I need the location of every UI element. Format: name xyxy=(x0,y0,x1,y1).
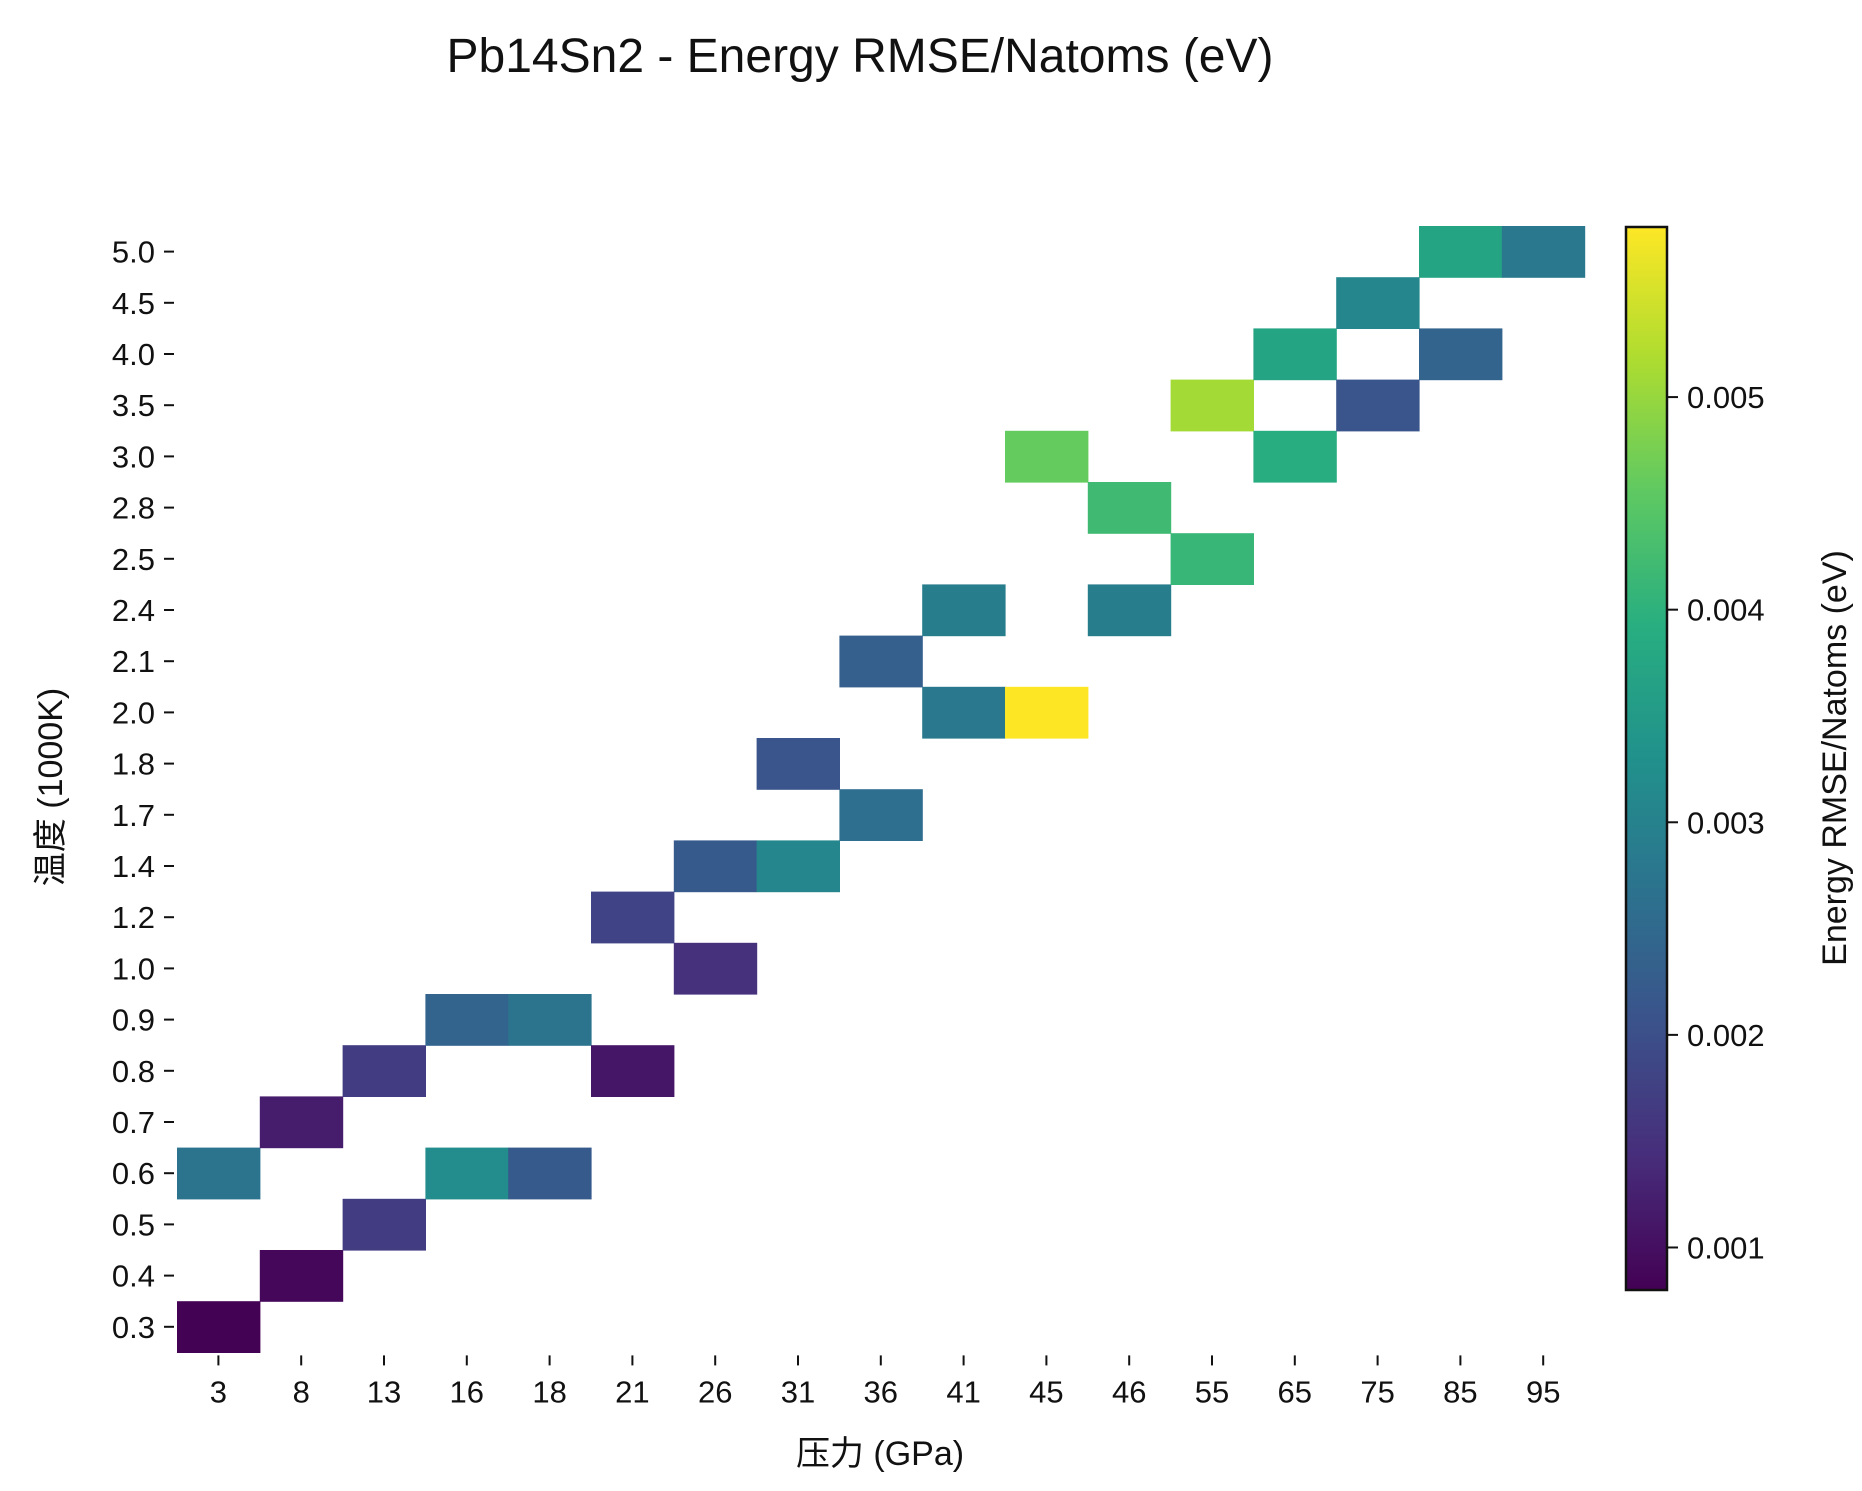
heatmap-cell xyxy=(1336,277,1420,329)
heatmap-cell xyxy=(1419,226,1503,278)
heatmap-cell xyxy=(1253,430,1337,483)
heatmap-cell xyxy=(1005,686,1089,739)
heatmap-cell xyxy=(342,1045,426,1097)
colorbar-label: Energy RMSE/Natoms (eV) xyxy=(1816,550,1854,966)
heatmap-cell xyxy=(1087,482,1172,534)
x-tick-label: 55 xyxy=(1195,1374,1229,1409)
y-tick-label: 2.8 xyxy=(112,491,155,526)
heatmap-cell xyxy=(756,840,840,893)
y-tick-label: 0.9 xyxy=(112,1003,155,1038)
x-axis-label: 压力 (GPa) xyxy=(796,1435,964,1473)
colorbar-tick-label: 0.005 xyxy=(1687,380,1765,415)
heatmap-cell xyxy=(1501,226,1586,278)
heatmap-cell xyxy=(922,584,1006,637)
heatmap-cell xyxy=(508,994,592,1046)
heatmap-cell xyxy=(1253,328,1337,381)
y-tick-label: 4.5 xyxy=(112,286,155,321)
heatmap-cell xyxy=(673,942,758,995)
heatmap-cell xyxy=(673,840,758,893)
heatmap-cell xyxy=(591,1045,675,1097)
chart-title: Pb14Sn2 - Energy RMSE/Natoms (eV) xyxy=(447,30,1274,83)
y-tick-label: 4.0 xyxy=(112,337,155,372)
heatmap-cell xyxy=(259,1096,344,1149)
y-tick-label: 0.3 xyxy=(112,1310,155,1345)
y-tick-label: 0.8 xyxy=(112,1054,155,1089)
x-tick-label: 36 xyxy=(864,1374,898,1409)
x-tick-label: 45 xyxy=(1029,1374,1063,1409)
y-tick-label: 0.6 xyxy=(112,1156,155,1191)
y-tick-label: 1.2 xyxy=(112,900,155,935)
x-tick-label: 16 xyxy=(450,1374,484,1409)
heatmap-cell xyxy=(425,994,509,1046)
y-tick-label: 1.0 xyxy=(112,951,155,986)
heatmap-cell xyxy=(1336,379,1420,432)
heatmap-cell xyxy=(259,1250,344,1302)
colorbar-ticks: 0.001 0.002 0.003 0.004 0.005 xyxy=(1667,380,1765,1265)
y-tick-label: 2.4 xyxy=(112,593,155,628)
y-tick-label: 1.8 xyxy=(112,747,155,782)
x-tick-label: 95 xyxy=(1526,1374,1560,1409)
heatmap-cell xyxy=(425,1147,509,1200)
x-tick-label: 46 xyxy=(1112,1374,1146,1409)
heatmap-cell xyxy=(1087,584,1172,637)
y-tick-label: 2.0 xyxy=(112,695,155,730)
x-tick-label: 31 xyxy=(781,1374,815,1409)
y-axis-ticks: 5.0 4.5 4.0 3.5 3.0 2.8 2.5 2.4 2.1 2.0 1.8 1.7 1.4 1… xyxy=(112,235,174,1345)
x-tick-label: 41 xyxy=(946,1374,980,1409)
y-tick-label: 5.0 xyxy=(112,235,155,270)
x-axis-ticks: 3 8 13 16 18 21 26 31 36 41 45 46 55 65 75 85 95 xyxy=(210,1355,1560,1409)
x-tick-label: 18 xyxy=(532,1374,566,1409)
x-tick-label: 85 xyxy=(1443,1374,1477,1409)
x-tick-label: 8 xyxy=(293,1374,310,1409)
colorbar-tick-label: 0.004 xyxy=(1687,593,1765,628)
heatmap-cell xyxy=(839,789,923,841)
x-tick-label: 26 xyxy=(698,1374,732,1409)
y-tick-label: 3.5 xyxy=(112,388,155,423)
heatmap-cell xyxy=(591,891,675,944)
heatmap-cell xyxy=(177,1301,261,1353)
heatmap-cell xyxy=(508,1147,592,1200)
y-tick-label: 3.0 xyxy=(112,439,155,474)
y-tick-label: 0.5 xyxy=(112,1207,155,1242)
y-tick-label: 0.7 xyxy=(112,1105,155,1140)
x-tick-label: 75 xyxy=(1360,1374,1394,1409)
colorbar xyxy=(1624,225,1669,1292)
x-tick-label: 3 xyxy=(210,1374,227,1409)
heatmap-cell xyxy=(922,686,1006,739)
heatmap-cell xyxy=(177,1147,261,1200)
y-tick-label: 2.1 xyxy=(112,644,155,679)
y-axis-label: 温度 (1000K) xyxy=(32,688,70,886)
heatmap-cells xyxy=(177,226,1586,1353)
heatmap-cell xyxy=(756,738,840,790)
colorbar-tick-label: 0.003 xyxy=(1687,805,1765,840)
heatmap-cell xyxy=(1419,328,1503,381)
colorbar-tick-label: 0.002 xyxy=(1687,1018,1765,1053)
heatmap-cell xyxy=(1170,379,1254,432)
x-tick-label: 13 xyxy=(367,1374,401,1409)
colorbar-tick-label: 0.001 xyxy=(1687,1230,1765,1265)
x-tick-label: 65 xyxy=(1278,1374,1312,1409)
y-tick-label: 0.4 xyxy=(112,1259,155,1294)
y-tick-label: 1.4 xyxy=(112,849,155,884)
y-tick-label: 2.5 xyxy=(112,542,155,577)
heatmap-cell xyxy=(342,1198,426,1251)
x-tick-label: 21 xyxy=(615,1374,649,1409)
heatmap-cell xyxy=(1005,430,1089,483)
heatmap-cell xyxy=(1170,533,1254,585)
y-tick-label: 1.7 xyxy=(112,798,155,833)
heatmap-cell xyxy=(839,635,923,688)
